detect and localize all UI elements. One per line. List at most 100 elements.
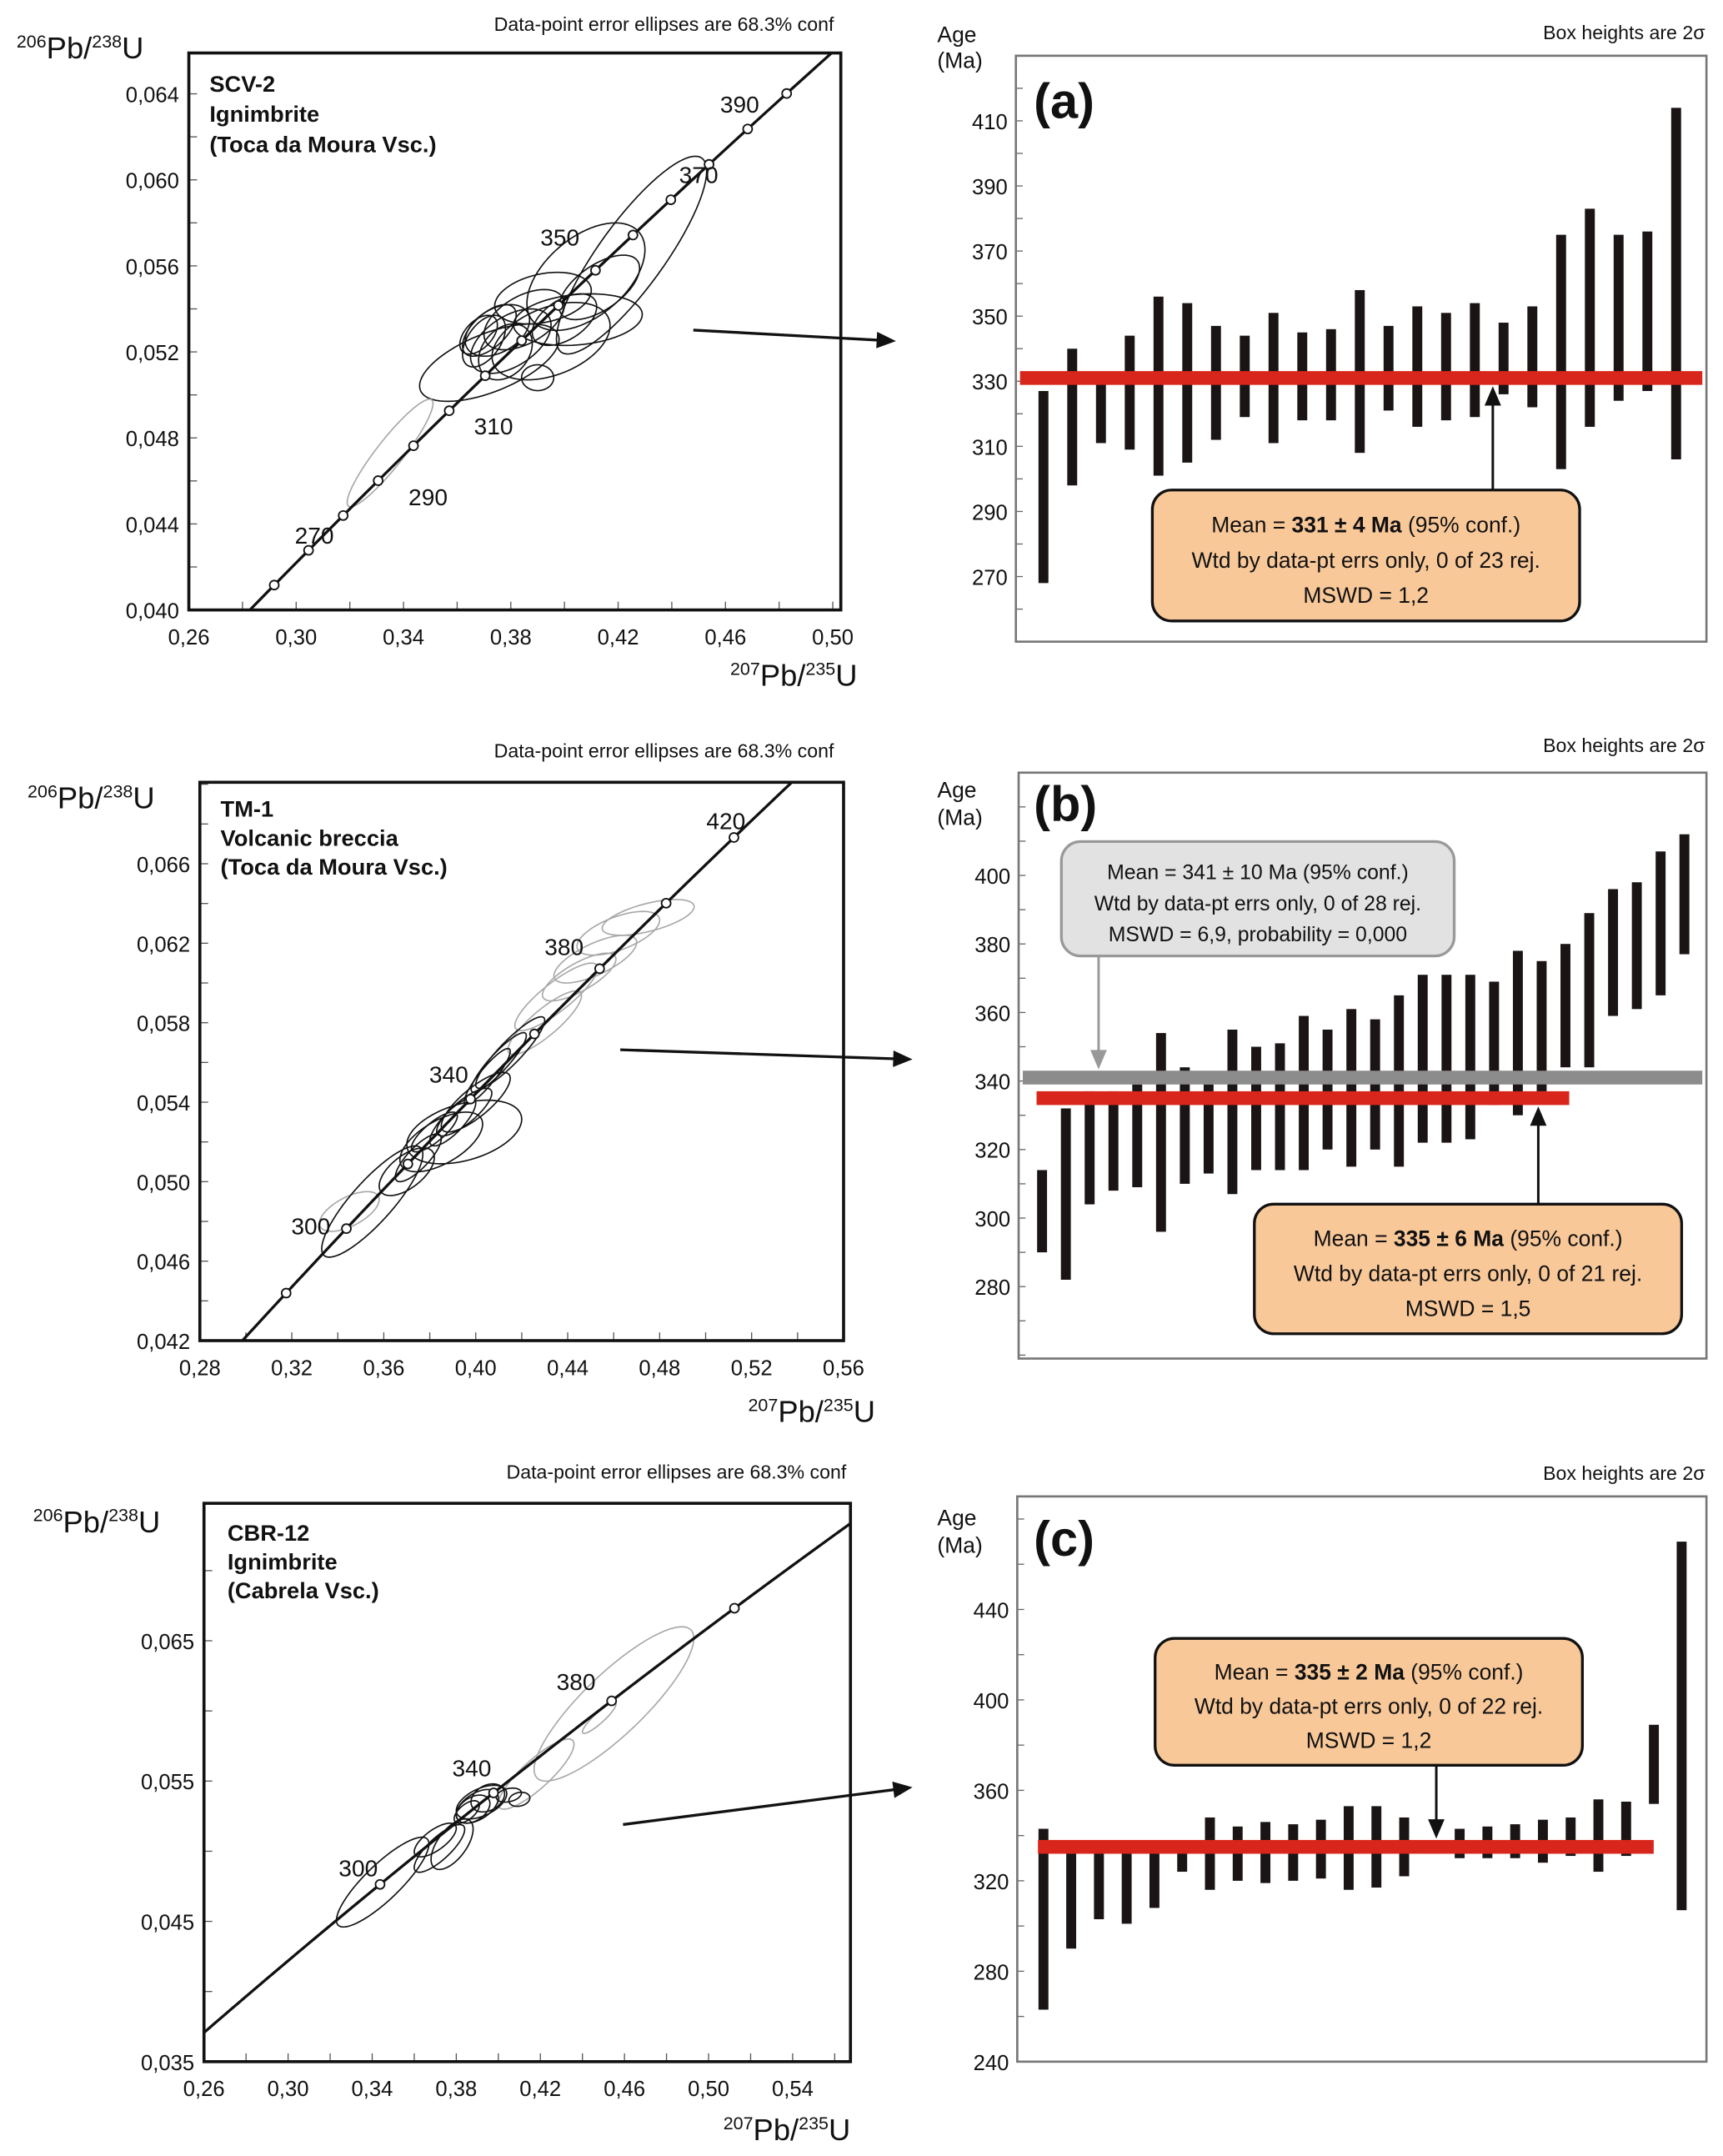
concordia-age-label: 270 [295, 523, 334, 549]
concordia-age-label: 300 [338, 1855, 378, 1881]
age-error-bar [1227, 1029, 1238, 1195]
age-error-bar [1084, 1091, 1095, 1205]
y-tick-label: 0,065 [141, 1631, 194, 1654]
age-error-bar [1470, 303, 1480, 418]
age-error-bar [1038, 391, 1049, 584]
age-error-bar [1417, 975, 1428, 1143]
callout-text: Mean = [1215, 1660, 1295, 1685]
age-error-bar [1441, 975, 1452, 1143]
weighted-mean-a: Box heights are 2σ Age(Ma) (a) 270 290 310 330… [937, 22, 1708, 643]
sample-label: TM-1 [221, 796, 274, 822]
x-tick-label: 0,26 [168, 626, 210, 649]
element-symbol: U [122, 31, 143, 65]
mean-callout [1154, 1637, 1584, 1767]
x-tick-label: 0,30 [275, 626, 317, 649]
concordia-age-marker [488, 1787, 499, 1798]
age-error-bar [1322, 1029, 1333, 1150]
age-error-bar [1346, 1009, 1357, 1167]
element-symbol: Pb/ [760, 659, 806, 693]
concordia-age-marker [742, 123, 754, 135]
arrow-head-icon [893, 1050, 913, 1067]
x-tick-label: 0,40 [455, 1356, 497, 1380]
callout-confidence: (95% conf.) [1504, 1226, 1623, 1251]
y-tick-label: 0,060 [126, 170, 179, 193]
concordia-age-marker [781, 88, 793, 99]
x-tick-label: 0,28 [179, 1356, 221, 1380]
sample-label: Ignimbrite [209, 101, 319, 127]
age-error-bar [1095, 371, 1106, 444]
y-tick-label: 0,035 [141, 2052, 194, 2075]
error-ellipse [531, 293, 598, 347]
plot-area [248, 53, 834, 610]
y-tick-label: 0,050 [137, 1171, 190, 1195]
y-axis-title: Age [937, 1506, 976, 1531]
y-tick-label: 0,066 [137, 854, 190, 877]
link-arrow-line [693, 328, 880, 342]
callout-text: MSWD = 6,9, probability = 0,000 [1109, 924, 1407, 946]
age-error-bar [1180, 1067, 1190, 1184]
error-ellipse [418, 323, 560, 403]
isotope-mass-number: 238 [92, 32, 122, 52]
callout-text: Wtd by data-pt errs only, 0 of 22 rej. [1195, 1694, 1543, 1719]
weighted-mean-c: Box heights are 2σ Age(Ma) (c) 240 280 320 360… [937, 1462, 1708, 2075]
ellipse-confidence-note: Data-point error ellipses are 68.3% conf [494, 740, 834, 762]
x-tick-label: 0,42 [519, 2078, 561, 2101]
y-tick-label: 240 [974, 2052, 1009, 2075]
element-symbol: Pb/ [754, 2113, 799, 2147]
callout-text: MSWD = 1,2 [1303, 583, 1429, 608]
callout-arrow-head-icon [1530, 1106, 1547, 1126]
sample-label: (Toca da Moura Vsc.) [221, 854, 448, 880]
y-tick-label: 310 [972, 436, 1008, 459]
age-error-bar [1489, 981, 1500, 1106]
age-error-bar [1631, 882, 1642, 1010]
excluded-error-ellipse [507, 990, 583, 1055]
age-error-bar [1679, 834, 1690, 955]
callout-text-line: Mean = 335 ± 6 Ma (95% conf.) [1314, 1226, 1623, 1251]
concordia-age-label: 370 [679, 163, 719, 188]
concordia-age-label: 380 [557, 1669, 596, 1695]
concordia-age-marker [704, 158, 714, 170]
concordia-age-label: 310 [474, 414, 513, 439]
isotope-mass-number: 207 [724, 2113, 754, 2133]
age-error-bar [1275, 1043, 1285, 1171]
age-error-bar [1251, 1046, 1261, 1171]
concordia-age-marker [465, 1093, 476, 1105]
error-ellipse [462, 314, 507, 368]
box-heights-note: Box heights are 2σ [1543, 735, 1705, 756]
callout-text-line: Mean = 341 ± 10 Ma (95% conf.) [1107, 862, 1409, 885]
callout-confidence: (95% conf.) [1402, 512, 1521, 537]
callout-text-line: MSWD = 6,9, probability = 0,000 [1109, 924, 1407, 946]
plot-frame [1014, 54, 1708, 643]
error-ellipse [453, 1800, 480, 1824]
concordia-curve [203, 1522, 851, 2035]
age-error-bar [1670, 108, 1681, 459]
axis-title: 206Pb/238U [28, 781, 155, 815]
concordia-age-label: 340 [429, 1061, 468, 1087]
concordia-age-marker [729, 1602, 740, 1614]
y-tick-label: 0,045 [141, 1911, 194, 1934]
callout-text-line: Wtd by data-pt errs only, 0 of 22 rej. [1195, 1694, 1543, 1719]
error-ellipse [483, 288, 565, 351]
mean-callout [1150, 489, 1581, 623]
age-error-bar [1038, 1828, 1049, 2010]
y-tick-label: 330 [972, 371, 1008, 394]
plot-area [203, 1522, 851, 2035]
plot-frame [187, 51, 843, 612]
x-tick-label: 0,32 [271, 1356, 313, 1380]
y-tick-label: 0,055 [141, 1771, 194, 1794]
box-heights-note: Box heights are 2σ [1543, 22, 1705, 43]
y-tick-label: 0,040 [126, 600, 179, 624]
callout-mean-value: 331 ± 4 Ma [1292, 512, 1402, 537]
element-symbol: Pb/ [58, 781, 103, 815]
weighted-mean-line [1019, 371, 1703, 385]
y-tick-label: 0,056 [126, 256, 179, 279]
concordia-age-marker [660, 897, 672, 909]
age-error-bar [1536, 960, 1547, 1091]
error-ellipse [410, 1111, 458, 1153]
isotope-mass-number: 235 [799, 2113, 829, 2133]
error-ellipse [413, 1823, 466, 1873]
concordia-age-label: 300 [291, 1213, 330, 1239]
plot-frame [1016, 1495, 1708, 2063]
excluded-error-ellipse [541, 952, 617, 1002]
callout-text-line: MSWD = 1,2 [1303, 583, 1429, 608]
